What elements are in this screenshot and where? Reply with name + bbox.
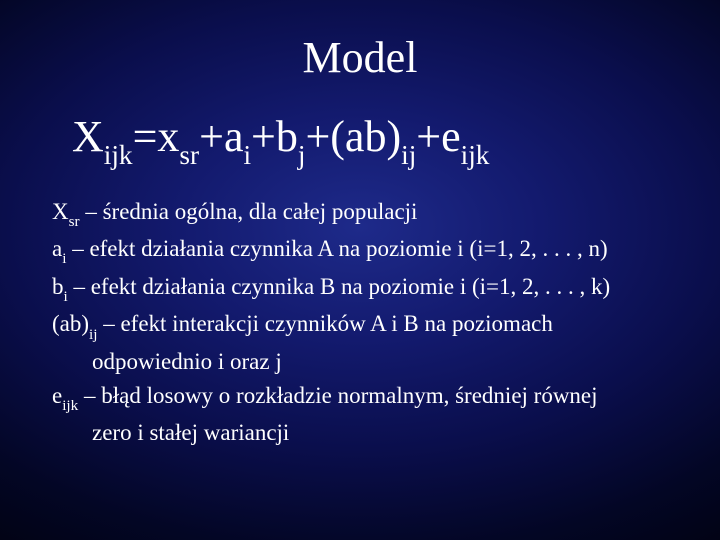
def-ai-sub: i bbox=[62, 250, 66, 267]
def-abij-cont: odpowiednio i oraz j bbox=[52, 346, 674, 378]
model-equation: Xijk=xsr+ai+bj+(ab)ij+eijk bbox=[72, 111, 674, 168]
def-xsr-text: średnia ogólna, dla całej populacji bbox=[103, 199, 418, 224]
def-xsr-dash: – bbox=[80, 199, 103, 224]
def-ai: ai – efekt działania czynnika A na pozio… bbox=[52, 233, 674, 269]
def-eijk-sym: e bbox=[52, 383, 62, 408]
eq-t3-base: b bbox=[276, 112, 298, 161]
eq-plus2: + bbox=[251, 112, 276, 161]
eq-t5-sub: ijk bbox=[461, 140, 490, 170]
def-bi-sub: i bbox=[64, 288, 68, 305]
eq-t2-base: a bbox=[224, 112, 244, 161]
eq-t1-sub: sr bbox=[179, 140, 199, 170]
def-abij-text1: efekt interakcji czynników A i B na pozi… bbox=[120, 311, 552, 336]
def-xsr: Xsr – średnia ogólna, dla całej populacj… bbox=[52, 196, 674, 232]
def-xsr-sub: sr bbox=[69, 213, 80, 230]
slide-title: Model bbox=[46, 32, 674, 83]
eq-t3-sub: j bbox=[298, 140, 306, 170]
def-abij-sym: (ab) bbox=[52, 311, 89, 336]
eq-t4-sub: ij bbox=[401, 140, 416, 170]
eq-t5-base: e bbox=[441, 112, 461, 161]
slide: Model Xijk=xsr+ai+bj+(ab)ij+eijk Xsr – ś… bbox=[0, 0, 720, 540]
def-eijk: eijk – błąd losowy o rozkładzie normalny… bbox=[52, 380, 674, 416]
eq-t1-base: x bbox=[157, 112, 179, 161]
eq-t2-sub: i bbox=[243, 140, 251, 170]
def-ai-dash: – bbox=[66, 236, 89, 261]
def-ai-sym: a bbox=[52, 236, 62, 261]
eq-plus1: + bbox=[199, 112, 224, 161]
def-ai-text: efekt działania czynnika A na poziomie i… bbox=[89, 236, 607, 261]
def-eijk-text2: zero i stałej wariancji bbox=[92, 420, 289, 445]
eq-equals: = bbox=[133, 112, 158, 161]
eq-t4-base: (ab) bbox=[330, 112, 401, 161]
def-bi-text: efekt działania czynnika B na poziomie i… bbox=[91, 274, 610, 299]
def-abij-dash: – bbox=[97, 311, 120, 336]
def-xsr-sym: X bbox=[52, 199, 69, 224]
eq-plus4: + bbox=[416, 112, 441, 161]
def-bi-dash: – bbox=[68, 274, 91, 299]
def-abij: (ab)ij – efekt interakcji czynników A i … bbox=[52, 308, 674, 344]
def-bi-sym: b bbox=[52, 274, 64, 299]
def-abij-sub: ij bbox=[89, 326, 97, 343]
definitions-block: Xsr – średnia ogólna, dla całej populacj… bbox=[52, 196, 674, 449]
def-eijk-text1: błąd losowy o rozkładzie normalnym, śred… bbox=[101, 383, 597, 408]
eq-plus3: + bbox=[305, 112, 330, 161]
def-bi: bi – efekt działania czynnika B na pozio… bbox=[52, 271, 674, 307]
def-eijk-sub: ijk bbox=[62, 397, 78, 414]
def-abij-text2: odpowiednio i oraz j bbox=[92, 349, 282, 374]
eq-lhs-base: X bbox=[72, 112, 104, 161]
def-eijk-cont: zero i stałej wariancji bbox=[52, 417, 674, 449]
eq-lhs-sub: ijk bbox=[104, 140, 133, 170]
def-eijk-dash: – bbox=[78, 383, 101, 408]
